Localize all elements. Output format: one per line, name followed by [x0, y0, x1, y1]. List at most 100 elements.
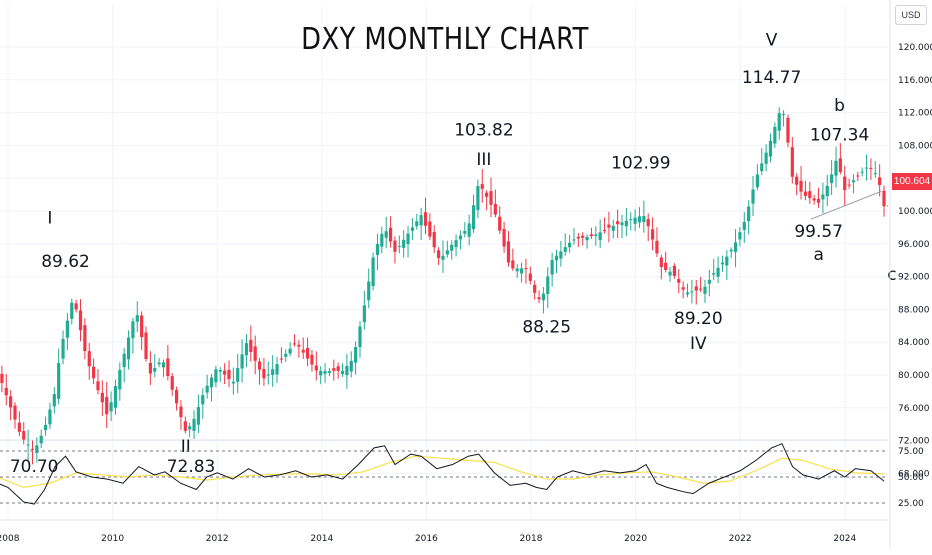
- candle-body: [519, 268, 524, 274]
- candle-body: [140, 315, 144, 338]
- candle-body: [738, 232, 742, 240]
- candle-body: [323, 370, 327, 374]
- currency-badge[interactable]: USD: [895, 5, 927, 25]
- candle-body: [664, 262, 668, 270]
- candle-body: [92, 366, 96, 379]
- candle-body: [777, 113, 781, 131]
- candle-body: [450, 244, 454, 251]
- candle-body: [864, 167, 869, 169]
- price-tick-label: 84.000: [898, 338, 930, 348]
- candle-body: [528, 273, 532, 281]
- candle-body: [118, 369, 122, 390]
- candle-body: [367, 281, 371, 301]
- candle-body: [35, 445, 39, 453]
- candle-body: [463, 230, 467, 234]
- wave-label: V: [766, 30, 778, 50]
- candle-body: [694, 286, 698, 291]
- candle-body: [559, 251, 563, 259]
- candle-body: [4, 387, 8, 396]
- time-tick-label: 2016: [415, 534, 438, 544]
- candle-body: [751, 189, 755, 204]
- candle-body: [271, 369, 275, 376]
- candle-body: [406, 233, 410, 245]
- candle-body: [725, 256, 729, 266]
- candle-body: [74, 303, 78, 310]
- candle-body: [157, 362, 161, 365]
- price-tick-label: 92.000: [898, 273, 930, 283]
- candle-body: [742, 221, 746, 230]
- candle-body: [471, 205, 476, 230]
- price-tick-label: 120.000: [898, 43, 932, 53]
- wave-label: 88.25: [522, 317, 571, 337]
- wave-label: 70.70: [10, 457, 59, 477]
- candle-body: [78, 310, 83, 331]
- candle-body: [624, 220, 628, 227]
- price-tick-label: 72.000: [898, 437, 930, 447]
- candle-body: [506, 241, 511, 263]
- wave-label: II: [181, 437, 191, 457]
- candle-body: [388, 227, 393, 242]
- wave-label: 102.99: [611, 153, 670, 173]
- candle-body: [297, 344, 301, 347]
- wave-label: III: [476, 150, 491, 170]
- candle-body: [611, 225, 615, 231]
- rsi-tick-label: 25.00: [898, 499, 924, 509]
- candle-body: [882, 190, 886, 207]
- candle-body: [598, 232, 602, 241]
- candle-body: [808, 191, 812, 199]
- candle-body: [585, 236, 589, 241]
- rsi-tick-label: 50.00: [898, 473, 924, 483]
- candle-body: [629, 219, 633, 221]
- candle-body: [410, 227, 414, 231]
- candle-body: [402, 239, 406, 248]
- overlay-lines: [810, 190, 888, 220]
- candle-body: [581, 235, 585, 238]
- candle-body: [637, 216, 642, 223]
- wave-label: a: [813, 245, 823, 265]
- candle-body: [153, 368, 157, 372]
- candle-body: [703, 286, 707, 294]
- candle-body: [436, 250, 441, 259]
- candle-body: [467, 223, 471, 237]
- candle-body: [266, 374, 270, 376]
- candle-body: [768, 140, 773, 157]
- candle-body: [733, 242, 738, 252]
- candle-body: [672, 265, 677, 276]
- candle-body: [454, 240, 458, 248]
- candle-body: [428, 221, 432, 237]
- candle-body: [257, 361, 262, 370]
- candle-body: [105, 396, 109, 415]
- time-tick-label: 2018: [520, 534, 543, 544]
- rsi-line: [0, 443, 885, 505]
- candle-body: [681, 287, 685, 290]
- time-tick-label: 2022: [729, 534, 752, 544]
- candle-body: [214, 369, 218, 383]
- candle-body: [716, 267, 720, 277]
- candle-body: [375, 244, 380, 255]
- candle-body: [131, 321, 135, 339]
- candle-body: [781, 114, 786, 116]
- candle-body: [380, 233, 384, 247]
- candle-body: [39, 435, 43, 444]
- candle-body: [498, 216, 502, 231]
- candle-body: [755, 174, 759, 188]
- candle-body: [362, 305, 366, 323]
- candle-body: [415, 221, 419, 227]
- candle-body: [650, 229, 655, 240]
- price-tick-label: 112.000: [898, 109, 932, 119]
- candle-body: [550, 259, 554, 275]
- wave-label: 99.57: [794, 222, 843, 242]
- rsi-ma-line: [0, 455, 885, 489]
- candle-body: [310, 354, 314, 365]
- candle-body: [262, 368, 266, 379]
- candle-body: [113, 386, 118, 408]
- candle-body: [83, 325, 87, 352]
- candle-body: [620, 222, 624, 226]
- candle-body: [690, 291, 694, 293]
- candle-body: [61, 338, 65, 359]
- candle-body: [659, 257, 663, 268]
- candle-body: [856, 175, 860, 177]
- candle-body: [480, 184, 484, 189]
